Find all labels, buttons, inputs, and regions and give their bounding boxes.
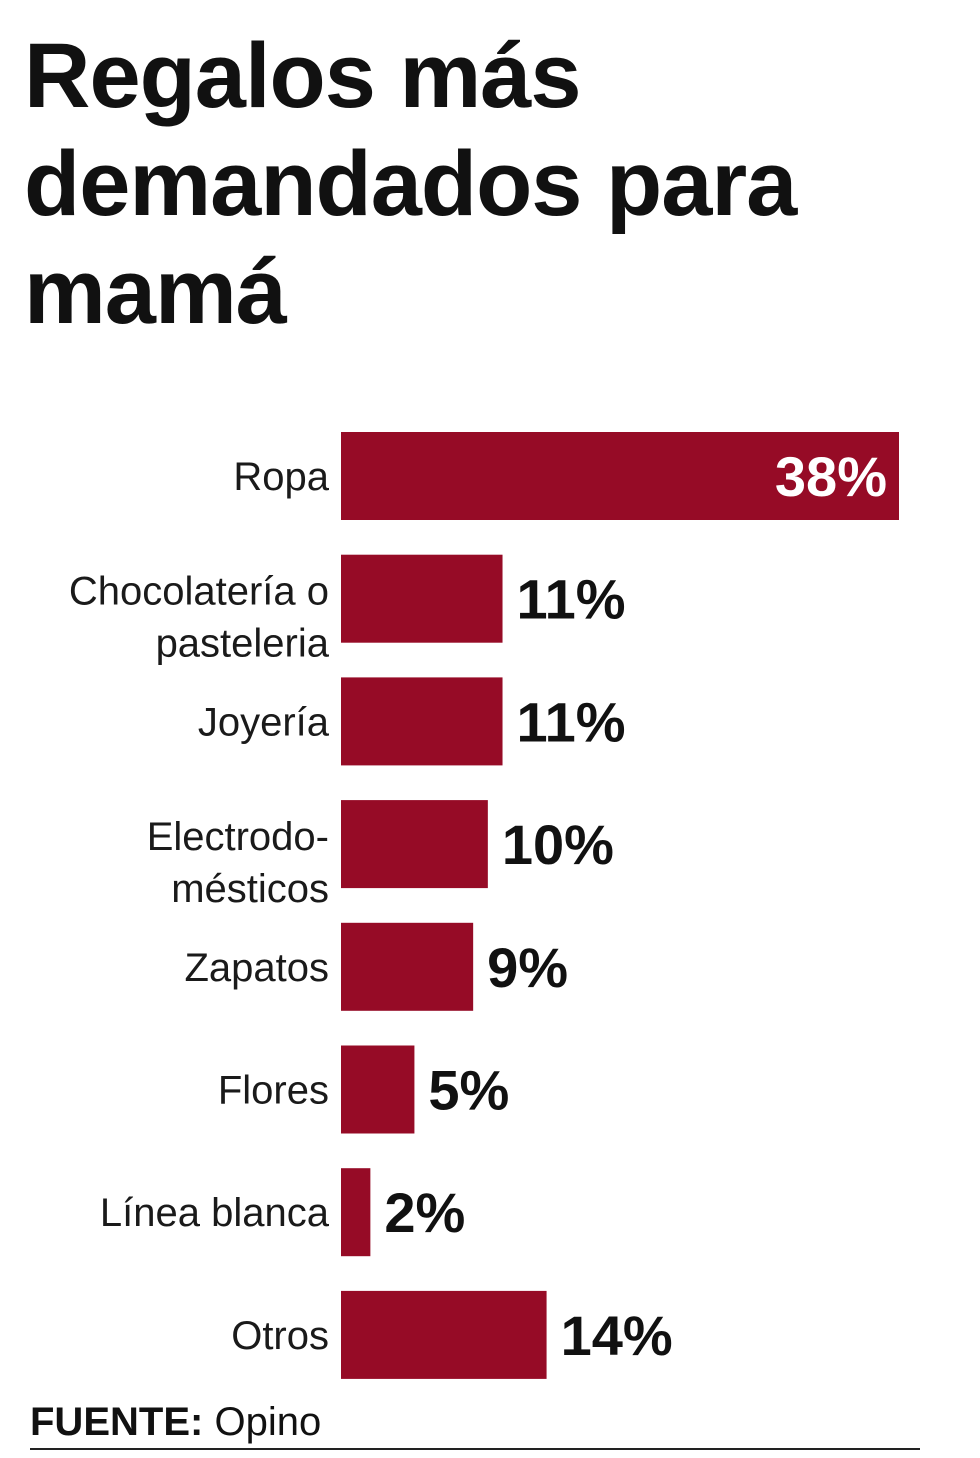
value-label-electrodo-mesticos: 10% [502, 813, 614, 876]
bottom-rule [30, 1448, 920, 1450]
value-label-linea-blanca: 2% [384, 1181, 465, 1244]
bar-zapatos [341, 922, 474, 1011]
category-label-joyeria: Joyería [198, 700, 330, 744]
category-label-line: Electrodo- [147, 815, 329, 859]
bar-joyeria [341, 677, 503, 766]
category-label-line: Joyería [198, 700, 330, 744]
source-note: FUENTE: Opino [30, 1400, 321, 1445]
category-label-line: Otros [231, 1314, 329, 1358]
category-label-line: Chocolatería o [69, 570, 329, 614]
bar-otros [341, 1290, 547, 1379]
value-label-zapatos: 9% [487, 936, 568, 999]
category-label-line: Flores [218, 1069, 329, 1113]
category-label-flores: Flores [218, 1069, 329, 1113]
category-label-line: mésticos [171, 867, 329, 911]
source-label: FUENTE: [30, 1400, 204, 1444]
bar-linea-blanca [341, 1168, 371, 1257]
source-text: Opino [214, 1400, 322, 1444]
value-label-joyeria: 11% [517, 690, 626, 753]
value-label-ropa: 38% [775, 445, 887, 508]
category-label-otros: Otros [231, 1314, 329, 1358]
category-label-zapatos: Zapatos [184, 946, 329, 990]
category-label-line: Línea blanca [100, 1191, 330, 1235]
chart-title: Regalos más demandados para mamá [24, 25, 797, 343]
value-label-flores: 5% [428, 1059, 509, 1122]
category-label-line: pasteleria [156, 622, 330, 666]
bar-ropa [341, 432, 899, 520]
category-label-chocolateria-o-pasteleria: Chocolatería o pasteleria [69, 570, 330, 666]
category-label-electrodo-mesticos: Electrodo-mésticos [147, 815, 329, 911]
category-label-line: Ropa [233, 455, 329, 499]
bar-chocolateria-o-pasteleria [341, 554, 503, 643]
bar-flores [341, 1045, 415, 1134]
category-label-linea-blanca: Línea blanca [100, 1191, 330, 1235]
value-label-otros: 14% [561, 1304, 673, 1367]
category-label-line: Zapatos [184, 946, 329, 990]
category-label-ropa: Ropa [233, 455, 329, 499]
value-label-chocolateria-o-pasteleria: 11% [517, 568, 626, 631]
bar-electrodo-mesticos [341, 800, 488, 889]
